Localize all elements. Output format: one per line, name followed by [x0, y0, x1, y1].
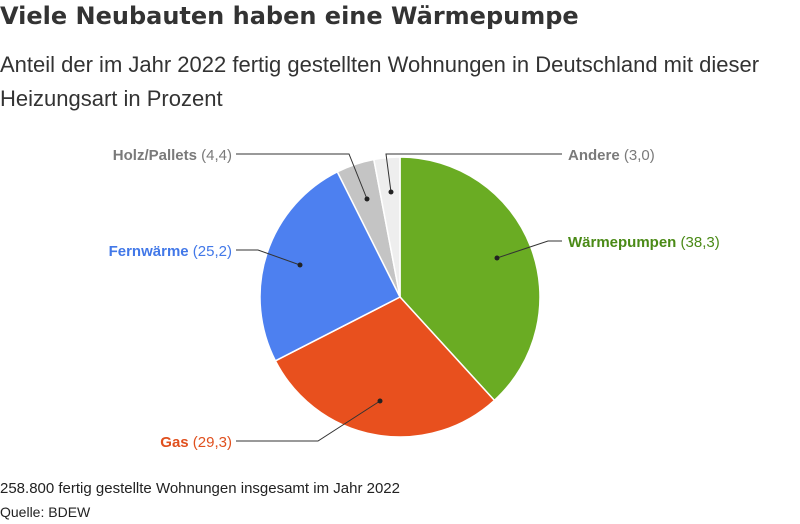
slice-label-value-3: (4,4): [197, 147, 232, 164]
leader-dot-1: [377, 398, 383, 404]
leader-line-2: [236, 249, 301, 266]
slice-label-2: Fernwärme (25,2): [109, 243, 232, 260]
footnote: 258.800 fertig gestellte Wohnungen insge…: [0, 480, 400, 497]
leader-line-3: [236, 153, 368, 200]
slice-label-value-1: (29,3): [189, 434, 232, 451]
leader-dot-2: [297, 262, 303, 268]
slice-label-value-4: (3,0): [620, 147, 655, 164]
slice-label-0: Wärmepumpen (38,3): [568, 234, 720, 251]
slice-label-name-1: Gas: [160, 434, 188, 451]
chart-subtitle: Anteil der im Jahr 2022 fertig gestellte…: [0, 52, 760, 111]
slice-label-value-0: (38,3): [676, 234, 719, 251]
slice-label-name-2: Fernwärme: [109, 243, 189, 260]
leader-dot-0: [494, 255, 500, 261]
pie-slice-1: [274, 296, 496, 438]
slice-label-name-3: Holz/Pallets: [113, 147, 197, 164]
chart-title: Viele Neubauten haben eine Wärmepumpe: [0, 2, 579, 30]
leader-line-0: [496, 240, 562, 259]
slice-label-name-0: Wärmepumpen: [568, 234, 676, 251]
source-note: Quelle: BDEW: [0, 504, 91, 520]
leader-line-4: [385, 153, 562, 193]
slice-label-1: Gas (29,3): [160, 434, 232, 451]
slice-label-value-2: (25,2): [189, 243, 232, 260]
pie-chart: Wärmepumpen (38,3) Gas (29,3) Fernwärme (2…: [109, 147, 720, 451]
leader-line-1: [236, 400, 381, 442]
leader-dot-3: [364, 196, 370, 202]
slice-label-4: Andere (3,0): [568, 147, 655, 164]
slice-label-3: Holz/Pallets (4,4): [113, 147, 232, 164]
slice-label-name-4: Andere: [568, 147, 620, 164]
leader-dot-4: [388, 189, 394, 195]
